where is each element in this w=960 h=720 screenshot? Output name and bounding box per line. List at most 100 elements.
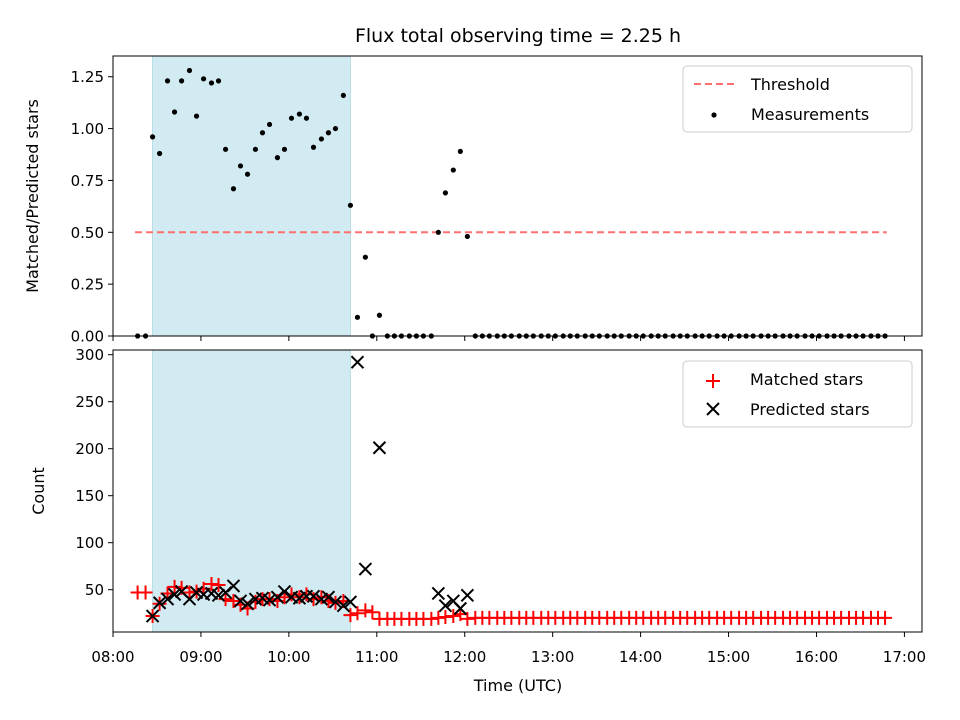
x-tick-label: 08:00: [91, 648, 134, 666]
top-y-tick-label: 1.00: [71, 120, 104, 138]
predicted-star-marker: [233, 594, 248, 608]
top-observing-span: [152, 55, 351, 337]
measurement-point: [266, 121, 273, 128]
predicted-star-marker: [350, 355, 365, 369]
top-y-tick-label: 0.75: [71, 172, 104, 190]
measurement-point: [208, 80, 215, 86]
x-tick-label: 12:00: [443, 648, 486, 666]
top-panel: 0.00 0.25 0.50 0.75 1.00 1.25 Matched/Predict…: [23, 55, 923, 346]
bottom-plot-frame: [112, 349, 923, 633]
bottom-y-tick-label: 150: [75, 487, 104, 505]
predicted-star-marker: [226, 579, 241, 593]
predicted-star-marker: [240, 597, 255, 611]
measurement-point: [464, 233, 470, 240]
measurement-point: [244, 171, 251, 177]
measurement-point: [259, 130, 266, 136]
measurement-point: [362, 254, 368, 260]
measurement-point: [442, 190, 448, 196]
measurement-point: [450, 167, 456, 173]
measurement-point: [435, 229, 441, 235]
bottom-legend: Matched stars Predicted stars: [682, 360, 913, 428]
x-axis-label: Time (UTC): [473, 676, 562, 695]
bottom-y-axis-label: Count: [29, 467, 48, 515]
top-y-ticks: 0.00 0.25 0.50 0.75 1.00 1.25: [71, 68, 113, 346]
bottom-y-tick-label: 50: [85, 581, 104, 599]
measurement-point: [186, 67, 193, 74]
predicted-star-marker: [262, 593, 277, 607]
predicted-star-marker: [460, 588, 475, 603]
x-tick-label: 16:00: [795, 648, 838, 666]
x-tick-label: 09:00: [179, 648, 222, 666]
measurement-point: [281, 146, 288, 152]
predicted-star-marker: [306, 589, 321, 603]
legend-predicted-swatch: [706, 402, 720, 416]
matched-star-marker: [358, 603, 373, 618]
bottom-y-tick-label: 200: [75, 440, 104, 458]
top-y-tick-label: 0.00: [71, 328, 104, 346]
predicted-star-marker: [321, 590, 336, 604]
measurement-point: [457, 148, 463, 155]
measurement-point: [332, 125, 339, 132]
predicted-star-marker: [372, 441, 387, 455]
measurement-point: [193, 113, 200, 119]
measurement-point: [237, 163, 244, 169]
x-tick-label: 11:00: [355, 648, 398, 666]
matched-star-marker: [343, 608, 358, 623]
bottom-y-tick-label: 250: [75, 393, 104, 411]
bottom-observing-span: [152, 349, 351, 633]
matched-star-marker: [365, 605, 380, 620]
matched-star-marker: [226, 593, 241, 608]
predicted-star-markers: [145, 355, 475, 623]
bottom-y-tick-label: 300: [75, 346, 104, 364]
predicted-star-marker: [167, 587, 182, 602]
predicted-star-marker: [152, 596, 167, 610]
measurement-point: [171, 109, 178, 115]
legend-predicted-label: Predicted stars: [750, 400, 870, 419]
measurement-point: [230, 186, 237, 192]
measurement-point: [296, 111, 303, 117]
bottom-x-ticks: 08:00 09:00 10:00 11:00 12:00 13:00 14:00 15:00…: [91, 632, 926, 666]
bottom-y-tick-label: 100: [75, 534, 104, 552]
legend-matched-label: Matched stars: [750, 370, 863, 389]
legend-matched-swatch: [706, 374, 720, 388]
predicted-star-marker: [343, 595, 358, 609]
measurement-point: [157, 150, 163, 157]
predicted-star-marker: [160, 592, 175, 606]
top-plot-frame: [112, 55, 923, 337]
predicted-star-marker: [145, 609, 160, 623]
predicted-star-marker: [453, 601, 468, 616]
legend-measurement-label: Measurements: [751, 105, 869, 124]
bottom-legend-box: [682, 360, 913, 428]
predicted-star-marker: [431, 586, 446, 601]
measurement-point: [222, 146, 229, 152]
measurement-point: [252, 146, 259, 152]
measurement-point: [354, 314, 361, 320]
measurement-point: [164, 78, 171, 84]
matched-star-marker: [211, 578, 226, 592]
top-y-tick-label: 1.25: [71, 68, 104, 86]
predicted-star-marker: [358, 562, 373, 576]
top-y-tick-label: 0.50: [71, 224, 104, 242]
top-x-ticks: [112, 336, 905, 341]
bottom-panel: 50 100 150 200 250 300 08:00 09:00 10:00 11:00 12…: [29, 346, 926, 695]
measurement-point: [376, 312, 383, 318]
predicted-star-marker: [328, 595, 343, 609]
x-tick-label: 17:00: [883, 648, 926, 666]
predicted-star-marker: [211, 588, 226, 603]
matched-star-marker: [878, 610, 893, 625]
measurement-point: [288, 115, 295, 121]
x-tick-label: 10:00: [267, 648, 310, 666]
x-tick-label: 13:00: [531, 648, 574, 666]
measurement-point: [347, 202, 354, 208]
top-y-tick-label: 0.25: [71, 276, 104, 294]
measurement-point: [178, 78, 185, 84]
top-legend: Threshold Measurements: [682, 65, 913, 133]
predicted-star-marker: [438, 598, 453, 613]
chart-title: Flux total observing time = 2.25 h: [355, 25, 681, 47]
matched-star-marker: [138, 585, 153, 600]
top-y-axis-label: Matched/Predicted stars: [23, 99, 42, 293]
measurement-point: [318, 136, 325, 142]
bottom-y-ticks: 50 100 150 200 250 300: [75, 346, 113, 599]
measurement-point: [200, 76, 207, 82]
